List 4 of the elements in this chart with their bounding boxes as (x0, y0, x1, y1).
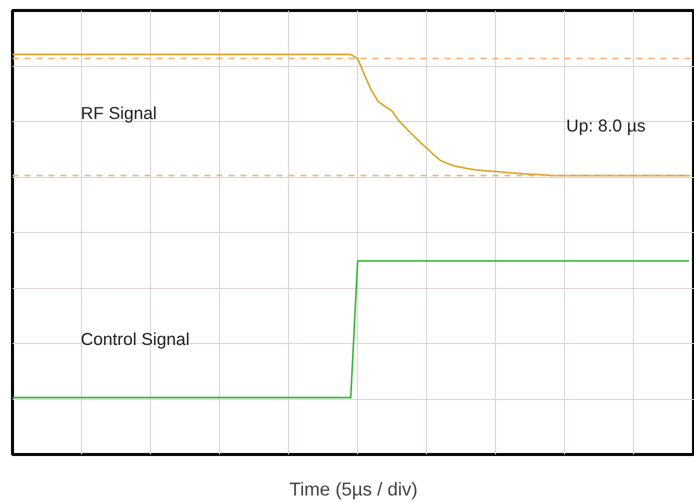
x-axis-title: Time (5µs / div) (289, 478, 418, 500)
text: RF Signal (80, 102, 157, 123)
text: Control Signal (80, 329, 190, 350)
annotation: Up: 8.0 µs (566, 115, 646, 136)
